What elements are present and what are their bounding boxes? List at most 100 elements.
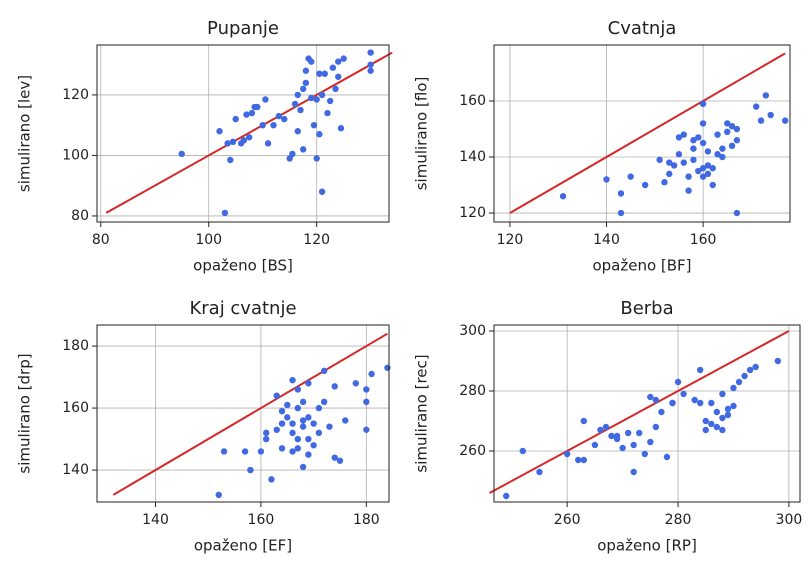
point (741, 372, 748, 380)
y-tick-label: 160 (459, 93, 486, 109)
point (704, 162, 712, 169)
point (580, 456, 588, 464)
y-tick-label: 280 (459, 383, 486, 399)
point (331, 454, 338, 461)
point (719, 426, 726, 434)
point (262, 435, 270, 443)
x-axis-label: opaženo [EF] (194, 537, 292, 555)
point (724, 120, 731, 127)
y-tick-label: 120 (459, 205, 486, 221)
point (318, 91, 326, 99)
point (367, 67, 374, 74)
point (624, 429, 632, 437)
point (259, 121, 266, 129)
point (332, 85, 339, 93)
point (757, 117, 765, 124)
point (270, 121, 277, 129)
point (613, 432, 621, 440)
point (221, 209, 229, 217)
point (248, 109, 256, 117)
point (281, 115, 288, 123)
point (652, 396, 660, 404)
point (699, 120, 707, 127)
point (695, 167, 702, 175)
point (367, 49, 374, 56)
y-tick-label: 140 (62, 462, 89, 478)
point (591, 441, 599, 449)
x-axis-label: opaženo [RP] (597, 537, 697, 555)
point (232, 115, 239, 123)
point (752, 363, 759, 371)
point (762, 92, 770, 99)
point (702, 417, 709, 425)
point (685, 173, 692, 180)
point (320, 398, 328, 406)
point (709, 165, 716, 172)
point (675, 134, 683, 141)
point (733, 209, 741, 217)
point (313, 155, 320, 162)
x-tick-label: 140 (593, 232, 620, 248)
axes-frame (96, 324, 390, 503)
point (702, 426, 709, 434)
point (318, 188, 326, 195)
point (308, 58, 315, 65)
point (663, 453, 671, 461)
reference-line (509, 52, 786, 214)
point (670, 162, 678, 169)
point (728, 142, 736, 150)
y-tick-label: 100 (62, 147, 89, 163)
point (305, 414, 312, 421)
point (257, 448, 265, 455)
point (713, 408, 721, 416)
point (324, 109, 331, 117)
point (229, 138, 237, 146)
point (326, 423, 333, 430)
point (699, 100, 707, 108)
point (719, 145, 726, 152)
point (536, 468, 543, 476)
point (313, 96, 320, 103)
x-axis-label: opaženo [BS] (193, 257, 293, 275)
y-tick-label: 260 (459, 443, 486, 459)
point (661, 179, 668, 186)
point (352, 380, 359, 387)
point (597, 426, 604, 434)
point (310, 442, 317, 449)
x-tick-label: 160 (690, 232, 717, 248)
point (699, 139, 707, 147)
point (675, 151, 683, 158)
x-tick-label: 300 (776, 512, 803, 528)
point (699, 165, 707, 172)
axes-frame (493, 44, 791, 223)
x-tick-label: 160 (248, 512, 275, 528)
point (262, 96, 269, 103)
point (746, 366, 754, 374)
point (316, 131, 323, 138)
point (289, 420, 296, 427)
point (294, 404, 302, 412)
point (691, 396, 698, 404)
point (695, 134, 702, 141)
y-tick-label: 80 (71, 208, 89, 224)
point (708, 399, 715, 407)
point (724, 411, 732, 419)
point (178, 150, 185, 158)
point (289, 429, 296, 437)
axes-frame (96, 44, 390, 223)
point (641, 450, 648, 458)
point (699, 173, 707, 180)
point (719, 153, 726, 161)
point (733, 137, 741, 144)
point (519, 447, 527, 455)
point (752, 103, 760, 110)
point (697, 366, 704, 374)
point (697, 399, 704, 407)
y-axis-label: simulirano [flo] (413, 77, 431, 191)
point (658, 408, 665, 416)
subplot-title: Cvatnja (608, 18, 677, 39)
point (273, 426, 280, 433)
y-tick-label: 160 (62, 400, 89, 416)
point (264, 140, 272, 147)
